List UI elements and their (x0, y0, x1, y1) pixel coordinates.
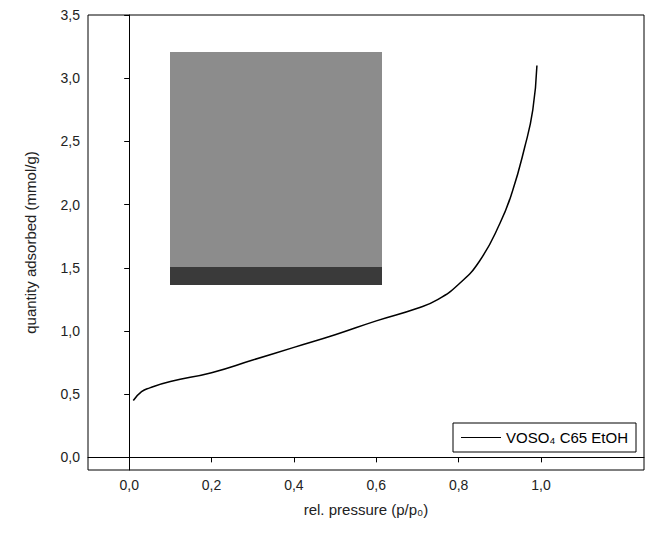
svg-text:1,0: 1,0 (61, 323, 81, 339)
svg-text:0,6: 0,6 (367, 477, 387, 493)
svg-text:3,5: 3,5 (61, 7, 81, 23)
svg-text:0,5: 0,5 (61, 386, 81, 402)
svg-text:0,0: 0,0 (61, 449, 81, 465)
svg-text:quantity adsorbed (mmol/g): quantity adsorbed (mmol/g) (22, 151, 39, 334)
svg-text:2,5: 2,5 (61, 133, 81, 149)
svg-text:rel. pressure (p/p₀): rel. pressure (p/p₀) (304, 501, 429, 518)
svg-text:1,0: 1,0 (531, 477, 551, 493)
svg-text:0,8: 0,8 (449, 477, 469, 493)
svg-text:0,2: 0,2 (202, 477, 222, 493)
svg-text:2,0: 2,0 (61, 197, 81, 213)
svg-text:0,4: 0,4 (284, 477, 304, 493)
svg-text:VOSO₄ C65 EtOH: VOSO₄ C65 EtOH (506, 429, 628, 446)
svg-text:0,0: 0,0 (119, 477, 139, 493)
svg-text:3,0: 3,0 (61, 70, 81, 86)
svg-text:1,5: 1,5 (61, 260, 81, 276)
